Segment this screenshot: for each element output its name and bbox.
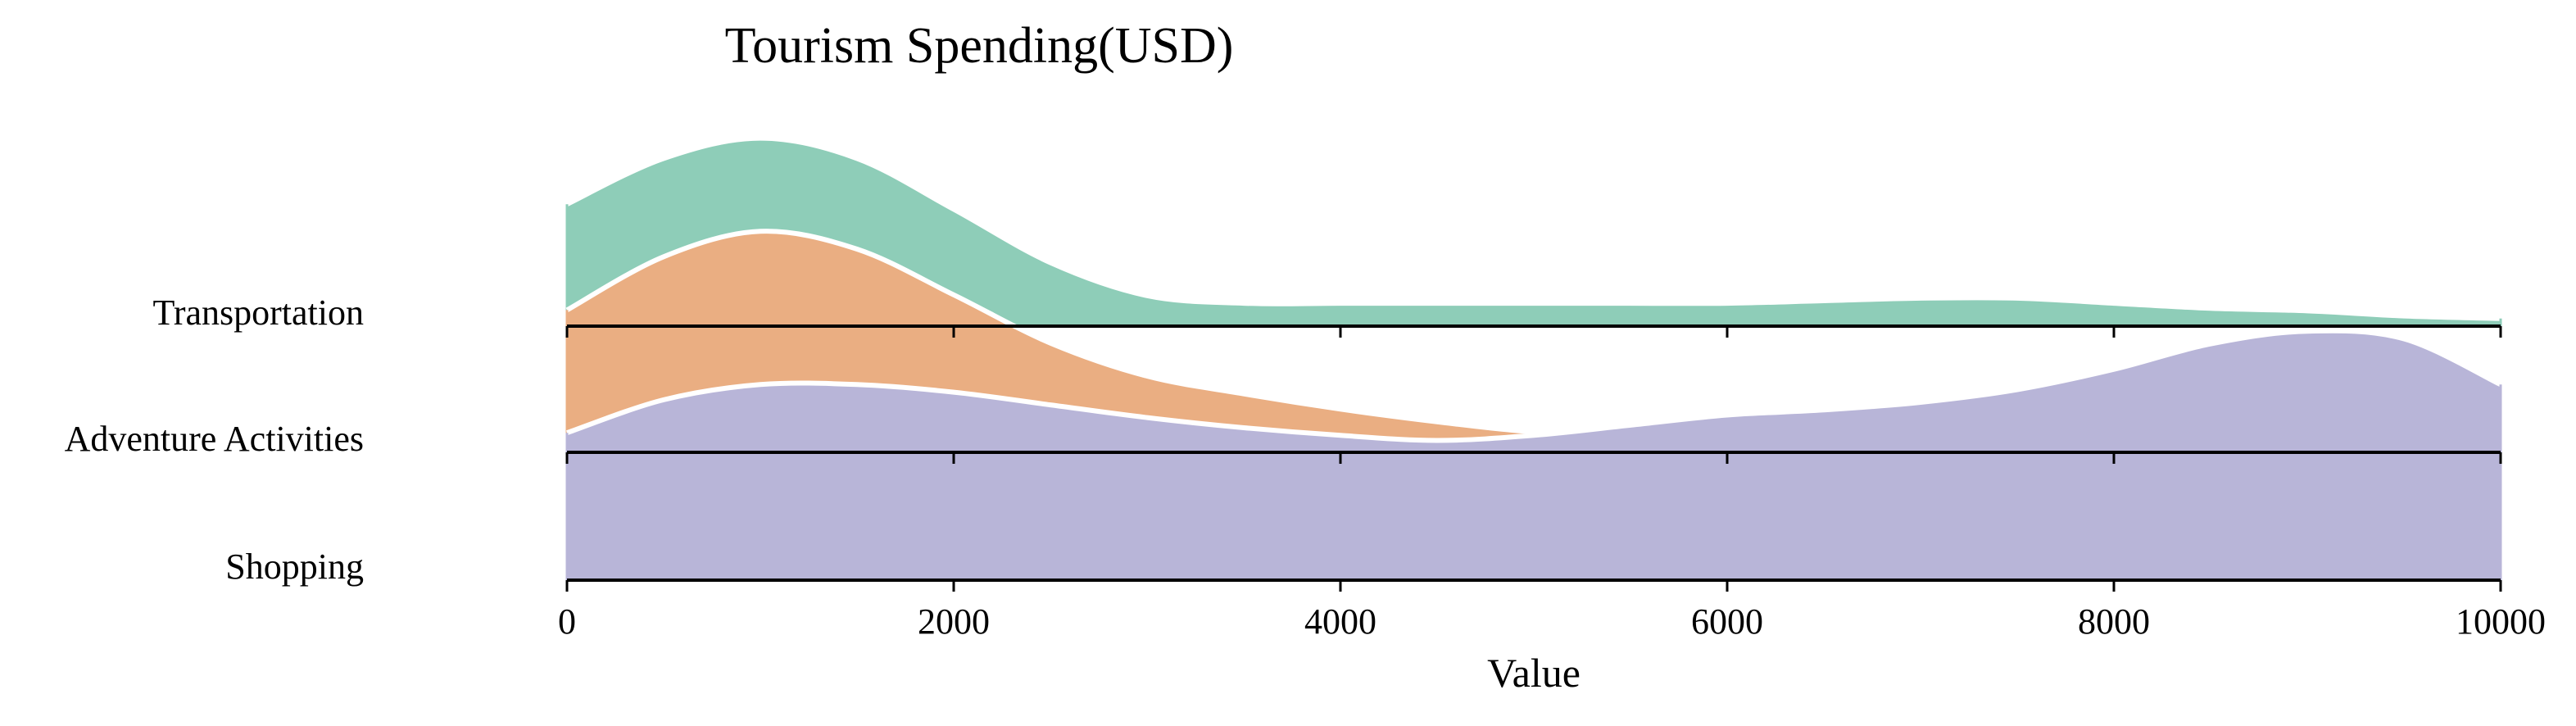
density-area-0	[567, 138, 2501, 326]
density-area-2	[567, 330, 2501, 580]
x-tick-label-5: 10000	[2456, 601, 2546, 642]
x-axis-ticks: 0 2000 4000 6000 8000 10000	[558, 601, 2546, 642]
row-label-1: Adventure Activities	[65, 419, 364, 459]
chart-title: Tourism Spending(USD)	[725, 18, 1234, 74]
x-tick-label-3: 6000	[1691, 601, 1763, 642]
row-label-0: Transportation	[153, 293, 365, 333]
x-tick-label-4: 8000	[2078, 601, 2150, 642]
x-tick-label-1: 2000	[918, 601, 990, 642]
density-curves	[565, 135, 2502, 580]
x-axis-label: Value	[1487, 650, 1581, 696]
row-baselines	[565, 324, 2502, 592]
density-outline-2	[566, 328, 2502, 443]
density-outline-0	[565, 135, 2501, 321]
row-labels: Transportation Adventure Activities Shoppi…	[65, 293, 364, 587]
x-tick-label-2: 4000	[1304, 601, 1376, 642]
x-tick-label-0: 0	[558, 601, 576, 642]
row-label-2: Shopping	[225, 547, 364, 587]
density-area-1	[567, 231, 2501, 452]
